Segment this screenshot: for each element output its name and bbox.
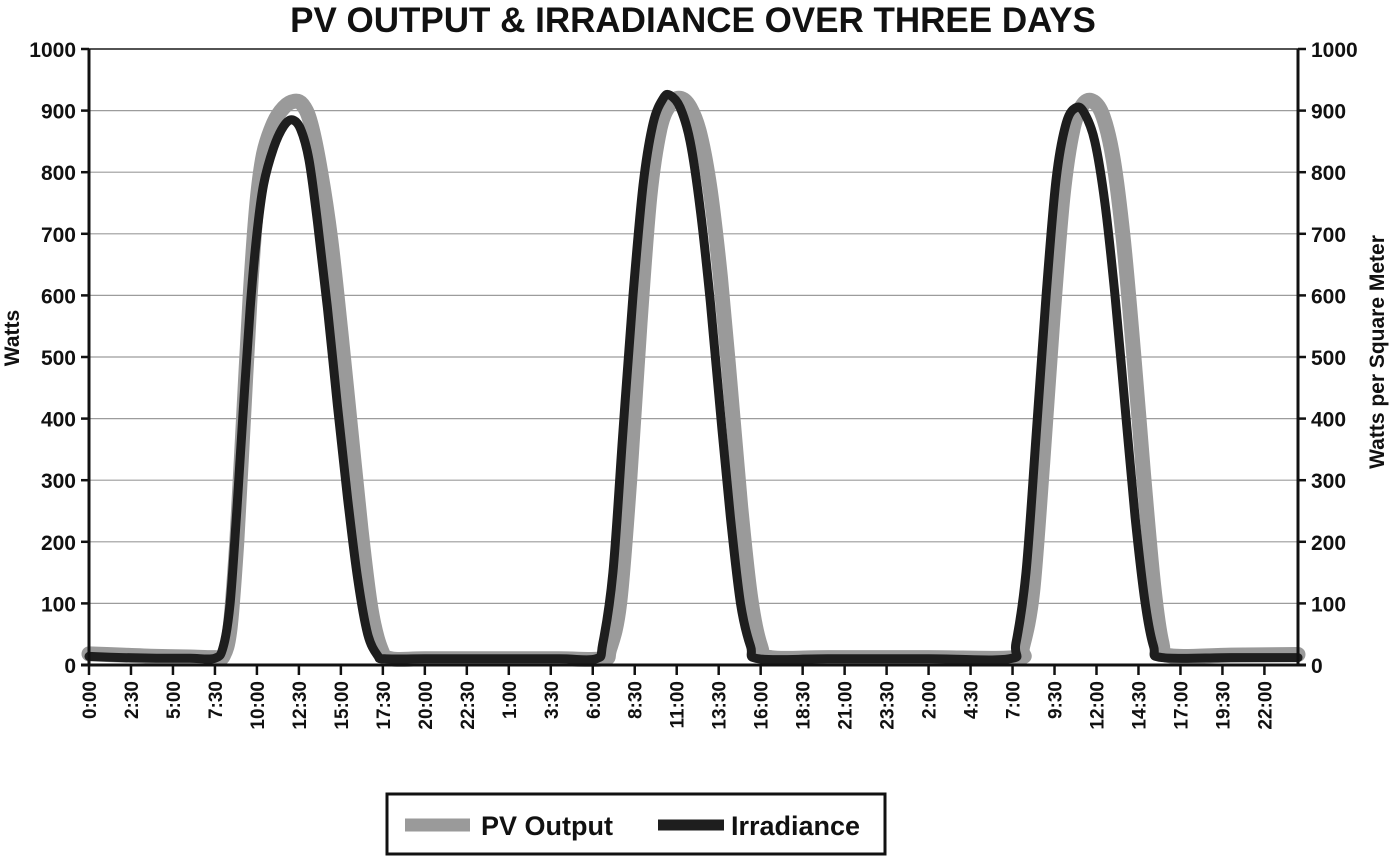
x-tick-label-8: 20:00 <box>416 681 437 730</box>
x-tick-label-7: 17:30 <box>374 681 395 730</box>
right-tick-label-500: 500 <box>1311 347 1346 370</box>
right-y-axis-ticks: 0 100 200 300 400 500 600 700 800 900 1000 <box>1298 39 1358 678</box>
x-tick-label-18: 21:00 <box>836 681 857 730</box>
left-tick-label-400: 400 <box>41 409 76 432</box>
right-tick-label-300: 300 <box>1311 470 1346 493</box>
right-tick-label-0: 0 <box>1311 655 1323 678</box>
right-tick-label-1000: 1000 <box>1311 39 1358 62</box>
x-tick-label-9: 22:30 <box>458 681 479 730</box>
left-tick-label-500: 500 <box>41 347 76 370</box>
x-tick-label-21: 4:30 <box>962 681 983 719</box>
x-tick-label-28: 22:00 <box>1255 681 1276 730</box>
left-tick-label-700: 700 <box>41 224 76 247</box>
left-tick-label-1000: 1000 <box>29 39 76 62</box>
right-tick-label-700: 700 <box>1311 224 1346 247</box>
right-tick-label-900: 900 <box>1311 101 1346 124</box>
x-tick-label-5: 12:30 <box>290 681 311 730</box>
x-tick-label-15: 13:30 <box>710 681 731 730</box>
left-tick-label-800: 800 <box>41 162 76 185</box>
right-tick-label-100: 100 <box>1311 593 1346 616</box>
x-tick-label-17: 18:30 <box>794 681 815 730</box>
right-y-axis-label: Watts per Square Meter <box>1366 235 1389 469</box>
x-tick-label-2: 5:00 <box>164 681 185 719</box>
legend: PV Output Irradiance <box>385 792 887 856</box>
x-tick-label-6: 15:00 <box>332 681 353 730</box>
x-tick-label-22: 7:00 <box>1004 681 1025 719</box>
right-tick-label-800: 800 <box>1311 162 1346 185</box>
x-tick-label-12: 6:00 <box>584 681 605 719</box>
x-axis-ticks: 0:00 2:30 5:00 7:30 10:00 12:30 15:00 17:30 20:0… <box>80 665 1276 730</box>
x-tick-label-13: 8:30 <box>626 681 647 719</box>
left-tick-label-200: 200 <box>41 532 76 555</box>
left-tick-label-300: 300 <box>41 470 76 493</box>
x-tick-label-0: 0:00 <box>80 681 101 719</box>
legend-label-irradiance: Irradiance <box>731 811 860 841</box>
legend-label-pv-output: PV Output <box>481 811 613 841</box>
x-tick-label-3: 7:30 <box>206 681 227 719</box>
x-tick-label-16: 16:00 <box>752 681 773 730</box>
right-tick-label-600: 600 <box>1311 285 1346 308</box>
x-tick-label-1: 2:30 <box>122 681 143 719</box>
chart-title: PV OUTPUT & IRRADIANCE OVER THREE DAYS <box>290 1 1096 40</box>
x-tick-label-4: 10:00 <box>248 681 269 730</box>
x-tick-label-19: 23:30 <box>878 681 899 730</box>
right-tick-label-400: 400 <box>1311 409 1346 432</box>
x-tick-label-14: 11:00 <box>668 681 689 729</box>
left-tick-label-0: 0 <box>64 655 76 678</box>
series-lines <box>81 89 1306 668</box>
x-tick-label-10: 1:00 <box>500 681 521 719</box>
left-tick-label-600: 600 <box>41 285 76 308</box>
x-tick-label-23: 9:30 <box>1046 681 1067 719</box>
series-line-irradiance <box>84 89 1303 665</box>
right-tick-label-200: 200 <box>1311 532 1346 555</box>
x-tick-label-27: 19:30 <box>1213 681 1234 730</box>
x-tick-label-24: 12:00 <box>1088 681 1109 730</box>
x-tick-label-25: 14:30 <box>1130 681 1151 730</box>
left-y-axis-ticks: 0 100 200 300 400 500 600 700 800 900 1000 <box>29 39 89 678</box>
x-tick-label-20: 2:00 <box>920 681 941 719</box>
left-tick-label-100: 100 <box>41 593 76 616</box>
left-tick-label-900: 900 <box>41 101 76 124</box>
x-tick-label-11: 3:30 <box>542 681 563 719</box>
x-tick-label-26: 17:00 <box>1172 681 1193 730</box>
left-y-axis-label: Watts <box>1 310 24 366</box>
